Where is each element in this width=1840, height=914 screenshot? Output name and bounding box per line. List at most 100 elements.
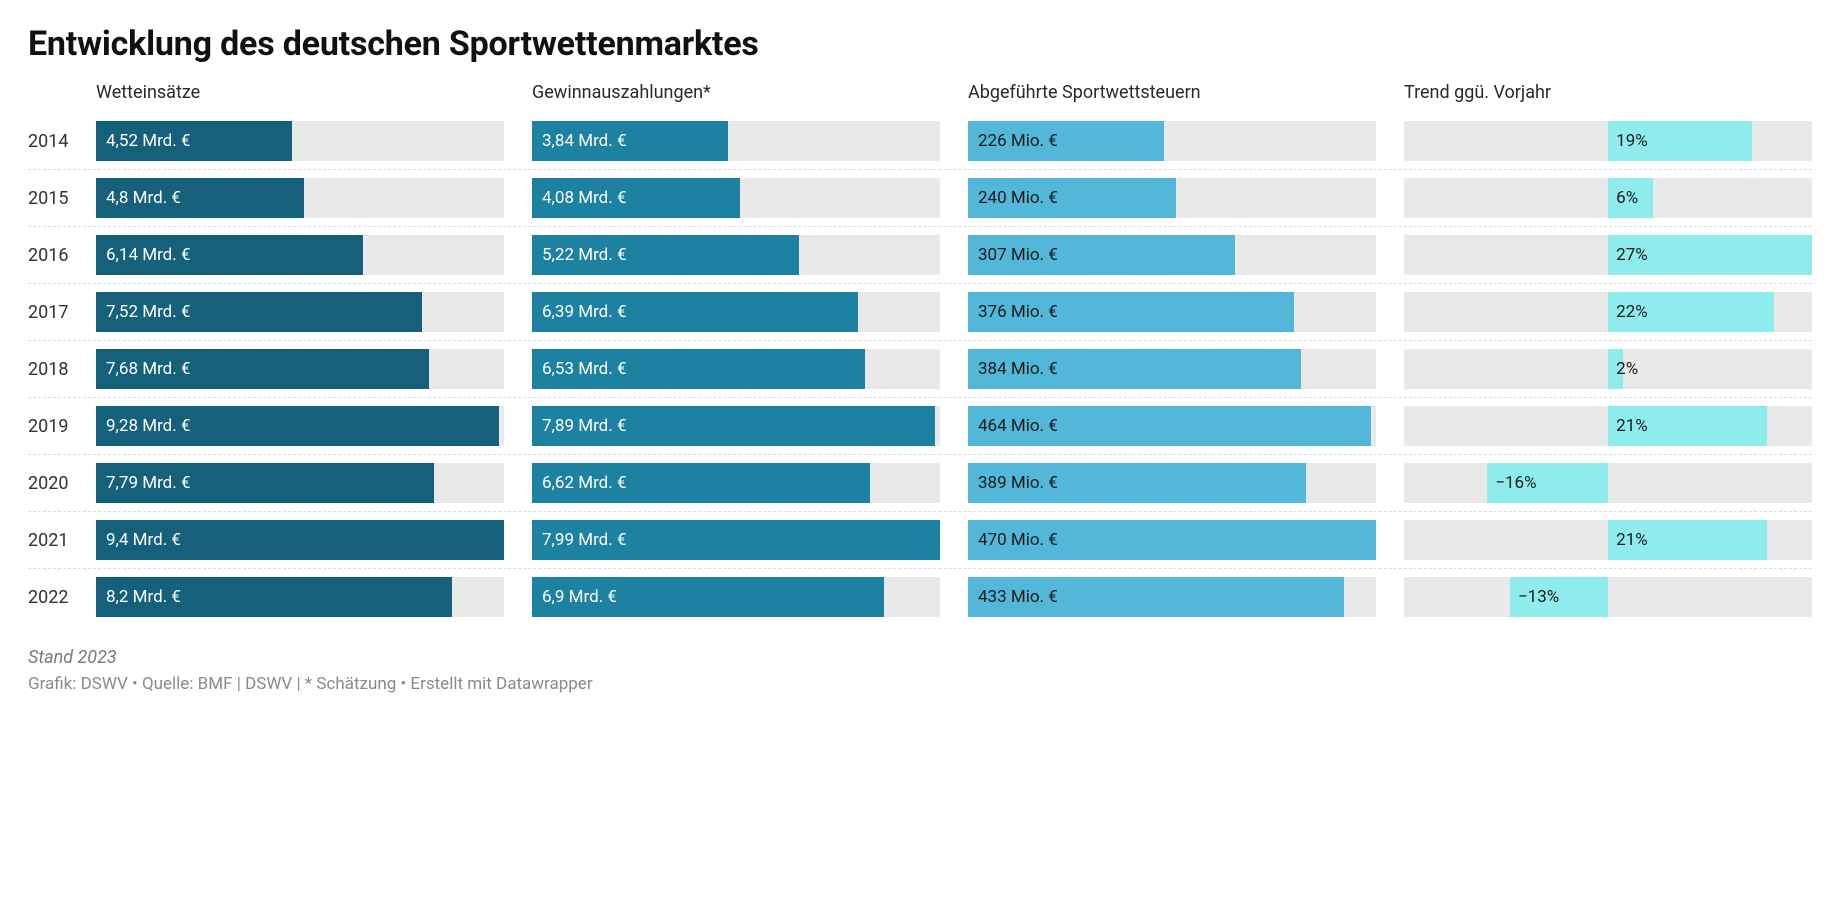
sportwettsteuern-cell: 240 Mio. € <box>968 178 1376 218</box>
footer-note: Stand 2023 <box>28 647 1812 668</box>
gewinnauszahlungen-cell: 7,89 Mrd. € <box>532 406 940 446</box>
sportwettsteuern-col: 433 Mio. € <box>968 577 1404 617</box>
trend-label: 21% <box>1616 416 1648 436</box>
sportwettsteuern-cell: 470 Mio. € <box>968 520 1376 560</box>
year-cell: 2019 <box>28 416 96 437</box>
sportwettsteuern-col: 389 Mio. € <box>968 463 1404 503</box>
trend-cell: 21% <box>1404 406 1812 446</box>
gewinnauszahlungen-label: 6,53 Mrd. € <box>532 359 637 379</box>
trend-cell: −16% <box>1404 463 1812 503</box>
gewinnauszahlungen-col: 4,08 Mrd. € <box>532 178 968 218</box>
sportwettsteuern-label: 470 Mio. € <box>968 530 1068 550</box>
trend-cell: 19% <box>1404 121 1812 161</box>
table-row: 20166,14 Mrd. € 5,22 Mrd. € 307 Mio. € 27% <box>28 227 1812 284</box>
trend-label: 27% <box>1616 245 1648 265</box>
trend-col: 2% <box>1404 349 1812 389</box>
table-row: 20219,4 Mrd. € 7,99 Mrd. € 470 Mio. € 21% <box>28 512 1812 569</box>
year-cell: 2017 <box>28 302 96 323</box>
table-row: 20187,68 Mrd. € 6,53 Mrd. € 384 Mio. € 2% <box>28 341 1812 398</box>
year-cell: 2015 <box>28 188 96 209</box>
header-sportwettsteuern: Abgeführte Sportwettsteuern <box>968 82 1404 103</box>
gewinnauszahlungen-cell: 5,22 Mrd. € <box>532 235 940 275</box>
trend-col: 21% <box>1404 406 1812 446</box>
year-cell: 2021 <box>28 530 96 551</box>
wetteinsaetze-label: 7,79 Mrd. € <box>96 473 201 493</box>
wetteinsaetze-label: 4,52 Mrd. € <box>96 131 201 151</box>
wetteinsaetze-col: 7,68 Mrd. € <box>96 349 532 389</box>
gewinnauszahlungen-label: 6,39 Mrd. € <box>532 302 637 322</box>
wetteinsaetze-label: 8,2 Mrd. € <box>96 587 191 607</box>
wetteinsaetze-cell: 9,28 Mrd. € <box>96 406 504 446</box>
gewinnauszahlungen-cell: 6,9 Mrd. € <box>532 577 940 617</box>
gewinnauszahlungen-col: 6,53 Mrd. € <box>532 349 968 389</box>
table-row: 20199,28 Mrd. €7,89 Mrd. €464 Mio. €21% <box>28 398 1812 455</box>
chart-title: Entwicklung des deutschen Sportwettenmar… <box>28 24 1812 64</box>
trend-col: 27% <box>1404 235 1812 275</box>
credits-line: Grafik: DSWV • Quelle: BMF | DSWV | * Sc… <box>28 674 1812 694</box>
year-cell: 2020 <box>28 473 96 494</box>
gewinnauszahlungen-cell: 6,53 Mrd. € <box>532 349 940 389</box>
wetteinsaetze-cell: 4,52 Mrd. € <box>96 121 504 161</box>
trend-label: 22% <box>1616 302 1648 322</box>
sportwettsteuern-label: 307 Mio. € <box>968 245 1068 265</box>
wetteinsaetze-cell: 8,2 Mrd. € <box>96 577 504 617</box>
gewinnauszahlungen-col: 6,9 Mrd. € <box>532 577 968 617</box>
wetteinsaetze-label: 6,14 Mrd. € <box>96 245 201 265</box>
trend-col: 22% <box>1404 292 1812 332</box>
trend-col: −13% <box>1404 577 1812 617</box>
trend-cell: 22% <box>1404 292 1812 332</box>
sportwettsteuern-label: 384 Mio. € <box>968 359 1068 379</box>
wetteinsaetze-label: 9,28 Mrd. € <box>96 416 201 436</box>
sportwettsteuern-label: 226 Mio. € <box>968 131 1068 151</box>
year-cell: 2022 <box>28 587 96 608</box>
gewinnauszahlungen-cell: 6,62 Mrd. € <box>532 463 940 503</box>
gewinnauszahlungen-label: 7,99 Mrd. € <box>532 530 637 550</box>
wetteinsaetze-label: 4,8 Mrd. € <box>96 188 191 208</box>
sportwettsteuern-col: 307 Mio. € <box>968 235 1404 275</box>
sportwettsteuern-cell: 307 Mio. € <box>968 235 1376 275</box>
trend-cell: −13% <box>1404 577 1812 617</box>
wetteinsaetze-cell: 7,52 Mrd. € <box>96 292 504 332</box>
trend-cell: 6% <box>1404 178 1812 218</box>
header-wetteinsaetze: Wetteinsätze <box>96 82 532 103</box>
wetteinsaetze-label: 9,4 Mrd. € <box>96 530 191 550</box>
gewinnauszahlungen-cell: 6,39 Mrd. € <box>532 292 940 332</box>
trend-label: 21% <box>1616 530 1648 550</box>
wetteinsaetze-col: 8,2 Mrd. € <box>96 577 532 617</box>
trend-cell: 27% <box>1404 235 1812 275</box>
gewinnauszahlungen-cell: 4,08 Mrd. € <box>532 178 940 218</box>
chart-table: Wetteinsätze Gewinnauszahlungen* Abgefüh… <box>28 82 1812 625</box>
trend-label: 2% <box>1616 359 1638 379</box>
wetteinsaetze-cell: 7,79 Mrd. € <box>96 463 504 503</box>
gewinnauszahlungen-col: 7,89 Mrd. € <box>532 406 968 446</box>
sportwettsteuern-label: 389 Mio. € <box>968 473 1068 493</box>
wetteinsaetze-col: 7,52 Mrd. € <box>96 292 532 332</box>
trend-label: 6% <box>1616 188 1638 208</box>
sportwettsteuern-col: 226 Mio. € <box>968 121 1404 161</box>
table-row: 20154,8 Mrd. € 4,08 Mrd. € 240 Mio. € 6% <box>28 170 1812 227</box>
sportwettsteuern-col: 240 Mio. € <box>968 178 1404 218</box>
table-row: 20144,52 Mrd. € 3,84 Mrd. € 226 Mio. € 19% <box>28 113 1812 170</box>
gewinnauszahlungen-label: 5,22 Mrd. € <box>532 245 637 265</box>
sportwettsteuern-cell: 384 Mio. € <box>968 349 1376 389</box>
sportwettsteuern-cell: 389 Mio. € <box>968 463 1376 503</box>
gewinnauszahlungen-col: 3,84 Mrd. € <box>532 121 968 161</box>
gewinnauszahlungen-cell: 7,99 Mrd. € <box>532 520 940 560</box>
trend-col: 6% <box>1404 178 1812 218</box>
year-cell: 2014 <box>28 131 96 152</box>
trend-cell: 21% <box>1404 520 1812 560</box>
trend-cell: 2% <box>1404 349 1812 389</box>
trend-col: 19% <box>1404 121 1812 161</box>
gewinnauszahlungen-col: 6,39 Mrd. € <box>532 292 968 332</box>
trend-label: −13% <box>1518 587 1559 607</box>
sportwettsteuern-col: 384 Mio. € <box>968 349 1404 389</box>
table-row: 20207,79 Mrd. € 6,62 Mrd. € 389 Mio. € −16% <box>28 455 1812 512</box>
wetteinsaetze-label: 7,68 Mrd. € <box>96 359 201 379</box>
header-trend: Trend ggü. Vorjahr <box>1404 82 1812 103</box>
wetteinsaetze-label: 7,52 Mrd. € <box>96 302 201 322</box>
header-gewinnauszahlungen: Gewinnauszahlungen* <box>532 82 968 103</box>
year-cell: 2016 <box>28 245 96 266</box>
year-cell: 2018 <box>28 359 96 380</box>
trend-col: −16% <box>1404 463 1812 503</box>
gewinnauszahlungen-cell: 3,84 Mrd. € <box>532 121 940 161</box>
